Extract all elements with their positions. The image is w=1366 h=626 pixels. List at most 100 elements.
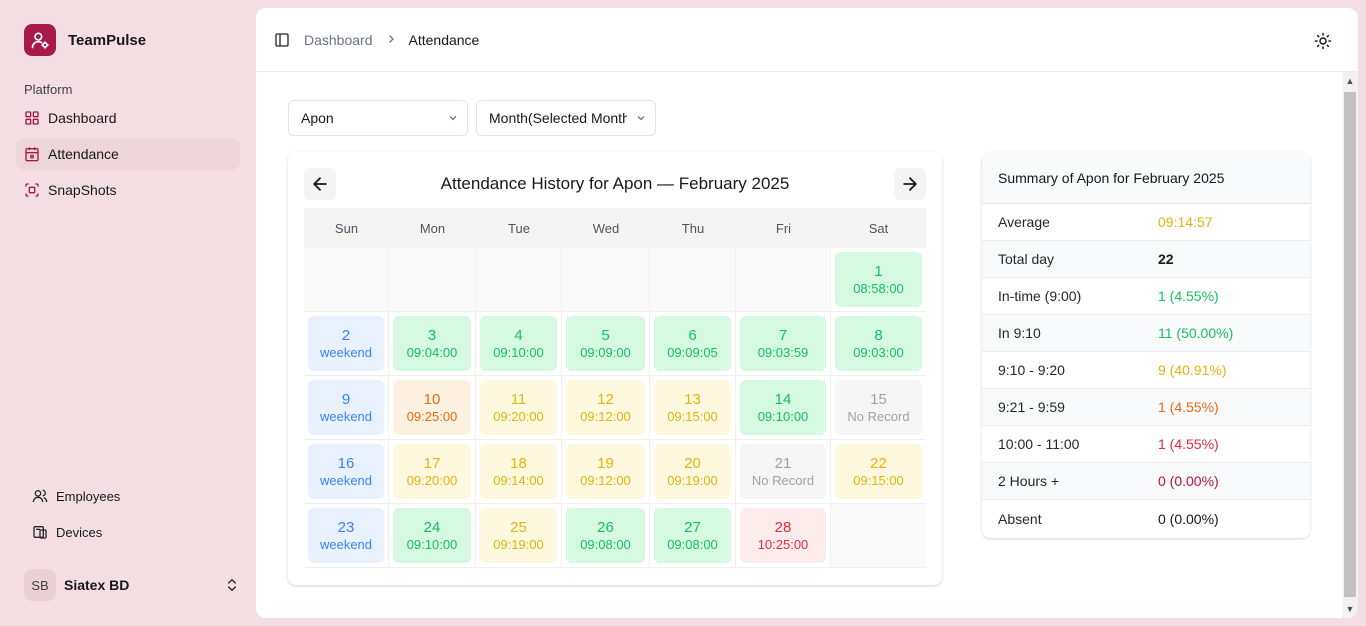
- scan-icon: [24, 182, 40, 198]
- day-number: 1: [874, 262, 883, 280]
- calendar-day[interactable]: 10 09:25:00: [393, 380, 471, 435]
- summary-value: 09:14:57: [1158, 214, 1213, 230]
- employee-select[interactable]: Apon: [288, 100, 468, 136]
- calendar-icon: [24, 146, 40, 162]
- calendar-cell: [304, 248, 389, 311]
- period-select[interactable]: Month(Selected Month): [476, 100, 656, 136]
- calendar-cell: 7 09:03:59: [736, 312, 831, 375]
- calendar-cell: 28 10:25:00: [736, 504, 831, 567]
- calendar-day[interactable]: 11 09:20:00: [480, 380, 557, 435]
- calendar-cell: 15 No Record: [831, 376, 926, 439]
- calendar-day[interactable]: 26 09:08:00: [566, 508, 645, 563]
- calendar-cell: 11 09:20:00: [476, 376, 562, 439]
- next-month-button[interactable]: [894, 168, 926, 200]
- calendar-day[interactable]: 1 08:58:00: [835, 252, 922, 307]
- summary-row: Average 09:14:57: [982, 204, 1310, 241]
- calendar-day[interactable]: 25 09:19:00: [480, 508, 557, 563]
- weekday-label: Sat: [868, 220, 889, 236]
- day-number: 15: [870, 390, 887, 408]
- day-number: 2: [341, 326, 351, 344]
- day-number: 20: [684, 454, 701, 472]
- calendar-day[interactable]: 20 09:19:00: [654, 444, 731, 499]
- calendar-day[interactable]: 2 weekend: [308, 316, 384, 371]
- calendar-day[interactable]: 4 09:10:00: [480, 316, 557, 371]
- calendar-day[interactable]: 9 weekend: [308, 380, 384, 435]
- day-checkin-time: 09:20:00: [493, 408, 544, 424]
- weekday-label: Wed: [592, 220, 620, 236]
- calendar-day[interactable]: 15 No Record: [835, 380, 922, 435]
- arrow-left-icon: [313, 177, 327, 191]
- calendar-day[interactable]: 8 09:03:00: [835, 316, 922, 371]
- calendar-cell: 9 weekend: [304, 376, 389, 439]
- calendar-cell: 22 09:15:00: [831, 440, 926, 503]
- calendar-day[interactable]: 13 09:15:00: [654, 380, 731, 435]
- sidebar-item-attendance[interactable]: Attendance: [16, 138, 240, 170]
- day-number: 6: [688, 326, 697, 344]
- app-name: TeamPulse: [68, 31, 147, 49]
- summary-row: In 9:10 11 (50.00%): [982, 315, 1310, 352]
- calendar-cell: 19 09:12:00: [562, 440, 650, 503]
- weekday-label: Mon: [419, 220, 446, 236]
- chevron-right-icon: [385, 33, 397, 48]
- grid-icon: [24, 110, 40, 126]
- calendar-day[interactable]: 27 09:08:00: [654, 508, 731, 563]
- day-number: 11: [510, 390, 527, 408]
- calendar-cell: 26 09:08:00: [562, 504, 650, 567]
- scroll-up-icon[interactable]: ▲: [1345, 76, 1355, 86]
- summary-value: 0 (0.00%): [1158, 473, 1219, 489]
- calendar-day[interactable]: 17 09:20:00: [393, 444, 471, 499]
- calendar-day[interactable]: 7 09:03:59: [740, 316, 826, 371]
- calendar-day[interactable]: 12 09:12:00: [566, 380, 645, 435]
- summary-label: Total day: [998, 251, 1055, 267]
- day-checkin-time: weekend: [319, 344, 373, 360]
- calendar-week-row: 16 weekend 17 09:20:00 18 09:14:00 19 09:12:00 2…: [304, 440, 926, 504]
- calendar-day[interactable]: 24 09:10:00: [393, 508, 471, 563]
- calendar-day[interactable]: 14 09:10:00: [740, 380, 826, 435]
- day-checkin-time: 09:25:00: [406, 408, 458, 424]
- day-checkin-time: 08:58:00: [853, 280, 904, 296]
- sidebar-toggle-icon[interactable]: [274, 32, 290, 48]
- sun-icon[interactable]: [1314, 32, 1332, 50]
- scroll-thumb[interactable]: [1344, 92, 1356, 597]
- brand[interactable]: TeamPulse: [24, 24, 146, 56]
- calendar-day[interactable]: 3 09:04:00: [393, 316, 471, 371]
- calendar-day[interactable]: 22 09:15:00: [835, 444, 922, 499]
- calendar-week-row: 2 weekend 3 09:04:00 4 09:10:00 5 09:09:00 6 09:0…: [304, 312, 926, 376]
- attendance-summary: Summary of Apon for February 2025 Averag…: [982, 152, 1310, 538]
- calendar-day[interactable]: 21 No Record: [740, 444, 826, 499]
- sidebar-item-snapshots[interactable]: SnapShots: [16, 174, 240, 206]
- calendar-day[interactable]: 28 10:25:00: [740, 508, 826, 563]
- day-number: 9: [341, 390, 351, 408]
- calendar-day[interactable]: 5 09:09:00: [566, 316, 645, 371]
- sidebar-item-label: Employees: [56, 488, 121, 504]
- scrollbar[interactable]: ▲ ▼: [1342, 72, 1358, 618]
- day-checkin-time: 09:10:00: [757, 408, 809, 424]
- main-panel: Dashboard Attendance Apon Month(Selected…: [256, 8, 1358, 618]
- day-number: 4: [514, 326, 523, 344]
- scroll-down-icon[interactable]: ▼: [1345, 604, 1355, 614]
- calendar-day[interactable]: 19 09:12:00: [566, 444, 645, 499]
- calendar-empty-day: [389, 248, 475, 311]
- sidebar: TeamPulse Platform Dashboard Attendance …: [0, 0, 256, 626]
- prev-month-button[interactable]: [304, 168, 336, 200]
- calendar-day[interactable]: 18 09:14:00: [480, 444, 557, 499]
- day-checkin-time: No Record: [751, 472, 815, 488]
- sidebar-item-devices[interactable]: Devices: [24, 516, 240, 548]
- user-menu[interactable]: SB Siatex BD: [24, 569, 240, 601]
- day-number: 18: [510, 454, 527, 472]
- calendar-day[interactable]: 23 weekend: [308, 508, 384, 563]
- day-checkin-time: 09:15:00: [667, 408, 718, 424]
- users-icon: [32, 488, 48, 504]
- calendar-empty-day: [831, 504, 926, 567]
- calendar-cell: 12 09:12:00: [562, 376, 650, 439]
- calendar-cell: [736, 248, 831, 311]
- calendar-day[interactable]: 6 09:09:05: [654, 316, 731, 371]
- nav-group-label: Platform: [24, 82, 73, 97]
- calendar-cell: 18 09:14:00: [476, 440, 562, 503]
- calendar-day[interactable]: 16 weekend: [308, 444, 384, 499]
- calendar-cell: 25 09:19:00: [476, 504, 562, 567]
- sidebar-item-employees[interactable]: Employees: [24, 480, 240, 512]
- sidebar-item-dashboard[interactable]: Dashboard: [16, 102, 240, 134]
- breadcrumb-dashboard[interactable]: Dashboard: [304, 32, 373, 48]
- day-number: 10: [423, 390, 441, 408]
